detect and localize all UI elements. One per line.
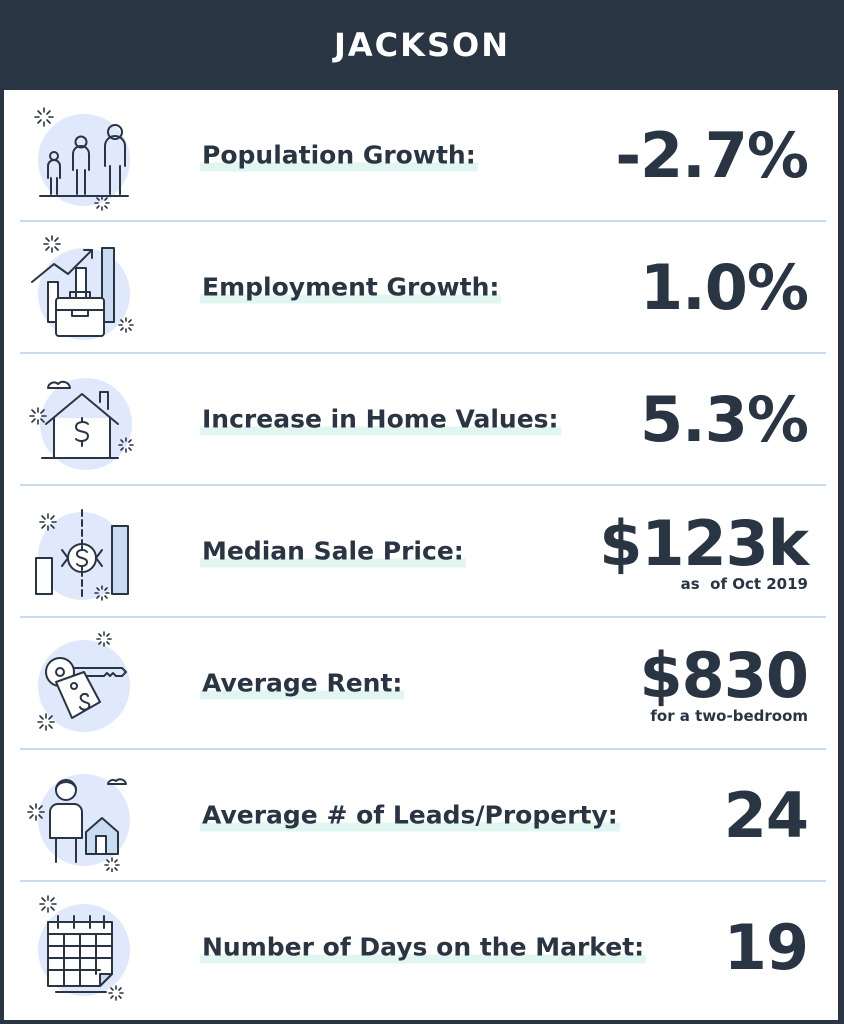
stat-value-block: $123k as of Oct 2019 [599, 507, 809, 594]
stats-panel: Population Growth: -2.7% [4, 90, 838, 1020]
stat-label: Average Rent: [200, 668, 405, 700]
house-dollar-icon [26, 364, 138, 476]
row-divider [20, 220, 826, 222]
stat-value: 5.3% [640, 383, 809, 456]
stat-value-block: -2.7% [615, 119, 809, 192]
stat-label: Average # of Leads/Property: [200, 800, 620, 832]
stat-note: for a two-bedroom [650, 707, 808, 725]
stat-value: $830 [639, 639, 809, 712]
row-divider [20, 880, 826, 882]
stat-value-block: 1.0% [640, 251, 809, 324]
stat-label: Population Growth: [200, 140, 478, 172]
people-icon [26, 100, 138, 212]
stat-value: 1.0% [640, 251, 809, 324]
city-title: JACKSON [334, 26, 510, 64]
stat-row-median-sale: Median Sale Price: $123k as of Oct 2019 [4, 486, 838, 618]
stat-row-average-rent: Average Rent: $830 for a two-bedroom [4, 618, 838, 750]
stat-row-population: Population Growth: -2.7% [4, 90, 838, 222]
stat-value-block: 5.3% [640, 383, 809, 456]
person-house-icon [26, 760, 138, 872]
stat-value: $123k [599, 507, 809, 580]
stat-label: Number of Days on the Market: [200, 932, 647, 964]
calendar-icon [26, 892, 138, 1004]
stat-value-block: 19 [723, 911, 809, 984]
stat-value: -2.7% [615, 119, 809, 192]
key-tag-icon [26, 628, 138, 740]
briefcase-chart-icon [26, 232, 138, 344]
stat-row-days-on-market: Number of Days on the Market: 19 [4, 882, 838, 1014]
stat-label: Median Sale Price: [200, 536, 466, 568]
stat-row-employment: Employment Growth: 1.0% [4, 222, 838, 354]
header-bar: JACKSON [0, 0, 844, 90]
stat-label: Employment Growth: [200, 272, 502, 304]
stat-value-block: 24 [723, 779, 809, 852]
row-divider [20, 352, 826, 354]
stat-value: 24 [723, 779, 809, 852]
price-exchange-icon [26, 496, 138, 608]
stat-value-block: $830 for a two-bedroom [639, 639, 809, 726]
stat-note: as of Oct 2019 [680, 575, 808, 593]
row-divider [20, 748, 826, 750]
stat-row-home-values: Increase in Home Values: 5.3% [4, 354, 838, 486]
stat-row-leads: Average # of Leads/Property: 24 [4, 750, 838, 882]
row-divider [20, 616, 826, 618]
row-divider [20, 484, 826, 486]
stat-label: Increase in Home Values: [200, 404, 561, 436]
stat-value: 19 [723, 911, 809, 984]
